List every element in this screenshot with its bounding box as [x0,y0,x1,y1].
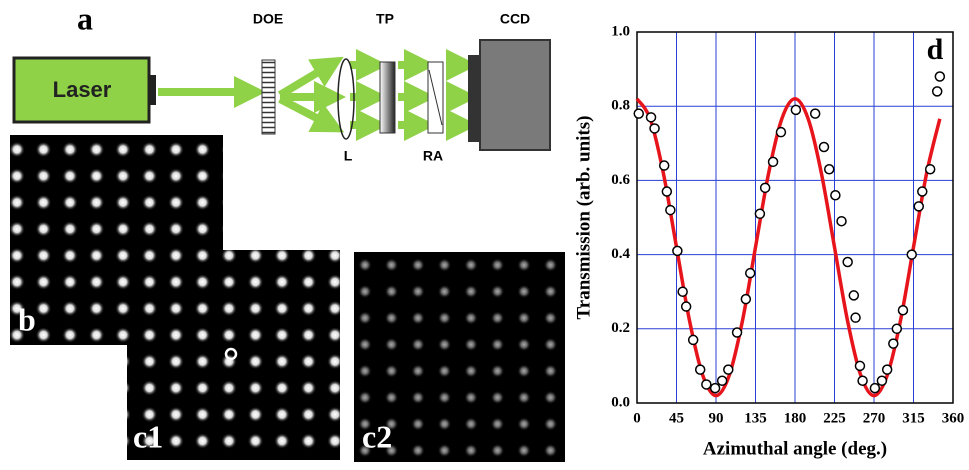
y-tick-label: 0.4 [611,246,630,262]
data-point [790,104,802,116]
data-point [842,256,853,268]
beams [158,49,478,141]
x-tick-label: 270 [863,410,886,426]
data-point [906,249,917,260]
ra-line [428,69,443,126]
x-tick-label: 0 [633,410,641,426]
tp-label: TP [376,11,394,27]
data-point [680,301,692,312]
data-point [809,108,821,119]
data-point [888,338,899,349]
data-point [649,123,660,134]
data-point [823,164,835,175]
data-point [709,382,721,394]
data-point [830,189,841,201]
ra-label: RA [423,148,443,164]
data-point [775,126,787,138]
chart: 0.0 0.2 0.4 0.6 0.8 1.0 0 45 90 135 180 225 270 315 36… [573,23,964,459]
setup-diagram: a Laser DOE TP CCD L RA [12,0,551,164]
spots [354,252,565,462]
laser-nub [149,75,156,105]
x-tick-label: 180 [784,410,807,426]
panel-label: c2 [362,418,392,454]
data-point [633,108,645,119]
lens-label: L [344,148,353,164]
data-point [881,364,893,375]
data-point [694,364,706,375]
data-point [931,86,943,97]
data-point [661,186,673,197]
x-tick-label: 45 [669,410,684,426]
image-c1: c1 [127,250,340,460]
y-axis-label: Transmission (arb. units) [573,116,594,320]
x-tick-label: 225 [823,410,846,426]
data-point [744,267,756,279]
data-point [934,71,946,82]
data-point [767,156,779,168]
data-point [836,215,847,227]
ccd-face [468,55,480,142]
data-point [924,164,936,175]
data-point [854,360,866,372]
data-point [869,382,881,394]
plot-frame [636,31,954,404]
data-point [701,379,712,390]
data-point [740,293,752,305]
data-point [818,141,830,153]
doe [261,59,276,135]
data-point [917,186,928,197]
data-point [850,312,861,323]
panel-label: b [18,301,36,337]
panel-label: c1 [133,418,163,454]
y-tick-label: 0.6 [611,172,630,188]
data-point [645,112,657,123]
data-point [891,323,903,335]
data-point [754,208,766,220]
lens [337,58,355,140]
x-tick-label: 90 [709,410,724,426]
ccd-label: CCD [500,11,530,27]
data-point [848,290,860,301]
data-point [759,182,771,194]
data-point [876,375,888,386]
x-tick-label: 360 [942,410,965,426]
data-point [677,286,688,297]
data-point [665,204,676,216]
x-tick-label: 135 [744,410,767,426]
tp [379,61,396,134]
y-tick-label: 1.0 [611,23,630,39]
data-point [723,364,734,375]
y-tick-label: 0.8 [611,98,630,114]
data-point [913,201,925,212]
chart-title: d [927,33,944,66]
y-tick-label: 0.2 [611,320,630,336]
data-point [857,375,868,386]
image-c2: c2 [354,252,565,462]
x-tick-label: 315 [902,410,925,426]
panel-label: a [77,0,93,36]
ccd [479,39,551,151]
doe-label: DOE [253,11,283,27]
spots [127,250,340,460]
laser-label: Laser [53,77,112,102]
center-ring [224,347,238,361]
data-point [672,245,683,257]
data-point [687,334,699,346]
data-point [731,327,743,338]
data-point [716,375,728,386]
y-tick-label: 0.0 [611,394,630,410]
data-point [658,160,670,171]
x-axis-label: Azimuthal angle (deg.) [703,438,887,459]
data-point [897,305,909,316]
